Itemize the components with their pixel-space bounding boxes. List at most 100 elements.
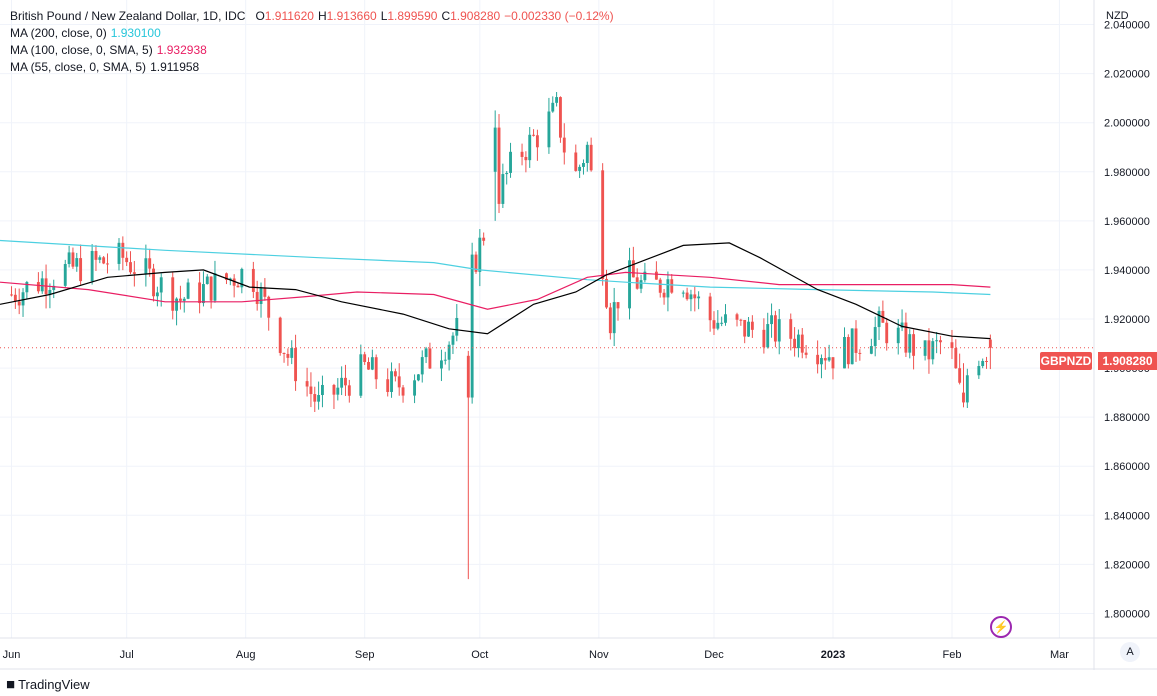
candle-body [251,268,255,292]
candle-body [451,335,455,345]
candle-body [106,263,109,265]
candle-body [908,334,912,353]
auto-scale-button[interactable]: A [1120,642,1140,662]
candle-body [290,347,294,358]
tradingview-logo[interactable]: ■ TradingView [6,676,90,693]
candle-body [877,310,881,328]
candle-body [520,151,524,157]
candle-body [52,285,56,290]
candle-body [202,284,205,304]
candle-body [482,237,486,241]
candle-body [370,357,374,370]
candle-body [501,174,505,204]
candle-body [601,170,605,279]
candle-body [988,339,992,348]
chart-legend: British Pound / New Zealand Dollar, 1D, … [10,8,614,76]
candle-body [912,334,916,356]
candle-body [762,329,766,348]
candle-body [332,384,336,395]
candle-body [286,353,290,358]
tradingview-brand-text: TradingView [18,677,90,692]
candle-body [574,152,578,171]
candle-body [455,317,459,336]
y-tick-label: 2.040000 [1104,20,1150,32]
candle-body [846,337,850,365]
candle-body [209,276,213,301]
open-label: O [255,9,265,23]
low-value: 1.899590 [387,9,438,23]
candle-body [125,257,129,263]
candle-body [981,360,985,367]
close-value: 1.908280 [450,9,501,23]
candle-body [869,346,873,354]
candle-body [716,322,720,329]
candle-body [470,254,474,398]
candle-body [374,357,378,380]
events-bolt-icon[interactable]: ⚡ [990,616,1012,638]
candle-body [10,294,13,296]
candle-body [497,127,501,204]
candle-body [48,289,52,295]
candle-body [631,260,635,278]
candle-body [509,151,512,173]
candle-body [965,375,969,403]
candle-body [823,358,827,361]
candle-body [401,387,405,396]
candle-body [558,97,562,138]
ma200-value: 1.930100 [110,26,161,40]
candle-body [685,292,689,300]
candle-body [94,251,98,260]
candle-body [720,322,724,324]
candle-body [773,315,777,342]
candle-body [129,262,132,273]
candle-body [148,258,152,269]
candle-body [896,327,900,344]
tradingview-logo-icon: ■ [6,676,15,693]
candle-body [816,354,820,365]
candle-body [585,144,589,163]
candle-body [259,287,263,304]
legend-ma100[interactable]: MA (100, close, 0, SMA, 5) 1.932938 [10,42,614,59]
candle-body [309,386,313,395]
candle-body [198,282,202,304]
candle-body [962,392,965,403]
candle-body [152,268,155,297]
candle-body [770,315,773,325]
candle-body [255,291,259,304]
candle-body [336,387,340,395]
candle-body [724,314,727,323]
x-tick-label: Nov [589,649,609,661]
candle-body [831,357,835,369]
candle-body [643,271,647,281]
candle-body [555,97,559,103]
ma100-line [0,271,991,310]
y-tick-label: 1.880000 [1104,412,1150,424]
high-value: 1.913660 [326,9,377,23]
candle-body [178,298,182,301]
ma55-value: 1.911958 [150,60,200,74]
legend-symbol-line: British Pound / New Zealand Dollar, 1D, … [10,8,614,25]
candle-body [800,334,804,353]
candle-body [693,294,697,299]
candle-body [689,294,693,300]
legend-ma55[interactable]: MA (55, close, 0, SMA, 5) 1.911958 [10,59,614,76]
candle-body [547,111,551,148]
candle-body [132,272,136,274]
legend-ma200[interactable]: MA (200, close, 0) 1.930100 [10,25,614,42]
candle-body [789,319,793,339]
candle-body [827,357,831,361]
candle-body [21,292,25,306]
candle-body [416,374,420,381]
ma200-label: MA (200, close, 0) [10,26,107,40]
x-tick-label: Aug [236,649,256,661]
ma100-label: MA (100, close, 0, SMA, 5) [10,43,153,57]
candle-body [102,257,106,264]
candle-body [236,285,240,288]
candle-body [931,341,935,360]
candle-body [159,277,163,293]
candle-body [854,328,858,353]
y-tick-label: 1.820000 [1104,559,1150,571]
y-tick-label: 1.920000 [1104,314,1150,326]
